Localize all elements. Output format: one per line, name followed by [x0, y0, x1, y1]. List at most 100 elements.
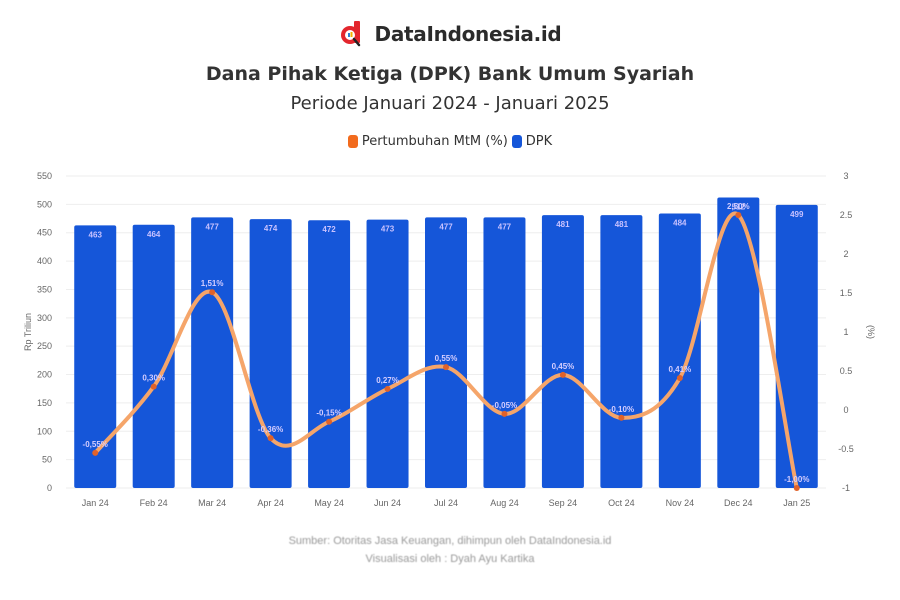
y2-tick-label: 2 [843, 249, 848, 259]
x-tick-label: Jan 25 [783, 498, 810, 508]
y2-tick-label: 1.5 [840, 288, 853, 298]
line-point[interactable] [384, 385, 391, 392]
legend-label-mtm: Pertumbuhan MtM (%) [361, 134, 508, 149]
point-value-label: 1,51% [201, 279, 224, 288]
bar-value-label: 477 [439, 222, 453, 231]
point-value-label: -1,00% [784, 475, 809, 484]
bar-value-label: 473 [381, 225, 395, 234]
point-value-label: 0,30% [142, 374, 165, 383]
line-point[interactable] [150, 383, 157, 390]
chart-subtitle: Periode Januari 2024 - Januari 2025 [290, 93, 610, 114]
y2-tick-label: -0.5 [838, 444, 854, 454]
point-value-label: 2,50% [727, 202, 750, 211]
datainindonesia-logo-icon [339, 20, 365, 48]
point-value-label: -0,05% [492, 401, 517, 410]
y-tick-label: 200 [37, 370, 52, 380]
point-value-label: -0,10% [609, 405, 634, 414]
point-value-label: 0,27% [376, 376, 399, 385]
point-value-label: 0,41% [669, 365, 692, 374]
line-point[interactable] [735, 212, 742, 218]
bar-value-label: 512 [732, 203, 746, 212]
legend-swatch-orange-icon [347, 135, 358, 148]
legend-item-dpk[interactable]: DPK [511, 134, 553, 149]
legend-swatch-blue-icon [511, 135, 522, 148]
x-tick-label: Oct 24 [608, 498, 635, 508]
y2-axis-title: (%) [866, 325, 876, 339]
y2-tick-label: 0.5 [840, 366, 853, 376]
bar-value-label: 481 [556, 220, 570, 229]
y2-tick-label: 2.5 [840, 210, 853, 220]
point-value-label: -0,15% [316, 409, 341, 418]
bar-dpk[interactable] [600, 215, 643, 488]
y2-tick-label: 0 [843, 405, 848, 415]
bar-value-label: 474 [264, 224, 278, 233]
bar-value-label: 464 [147, 230, 161, 239]
chart-title: Dana Pihak Ketiga (DPK) Bank Umum Syaria… [205, 63, 695, 85]
line-point[interactable] [793, 485, 800, 491]
y-tick-label: 250 [37, 341, 52, 351]
x-tick-label: Sep 24 [549, 498, 578, 508]
bar-dpk[interactable] [308, 220, 351, 489]
chart-footer: Sumber: Otoritas Jasa Keuangan, dihimpun… [0, 532, 900, 568]
x-tick-label: Mar 24 [198, 498, 226, 508]
bar-value-label: 499 [790, 210, 804, 219]
y-tick-label: 550 [37, 171, 52, 181]
line-point[interactable] [618, 414, 625, 421]
x-tick-label: Jan 24 [82, 498, 109, 508]
bar-dpk[interactable] [74, 225, 117, 488]
x-tick-label: May 24 [314, 498, 344, 508]
y-tick-label: 350 [37, 284, 52, 294]
line-point[interactable] [676, 375, 683, 382]
credit-note: Visualisasi oleh : Dyah Ayu Kartika [365, 553, 535, 565]
bar-dpk[interactable] [425, 217, 467, 489]
brand-header: DataIndonesia.id [0, 20, 900, 48]
bar-value-label: 484 [673, 218, 687, 227]
y2-tick-label: -1 [842, 483, 850, 493]
source-note: Sumber: Otoritas Jasa Keuangan, dihimpun… [288, 535, 612, 547]
bar-dpk[interactable] [717, 197, 760, 488]
bar-value-label: 477 [205, 222, 219, 231]
line-point[interactable] [92, 449, 99, 456]
y-tick-label: 0 [47, 483, 52, 493]
point-value-label: -0,55% [83, 440, 108, 449]
line-point[interactable] [559, 371, 566, 378]
legend-label-dpk: DPK [525, 134, 553, 149]
x-tick-label: Feb 24 [140, 498, 168, 508]
chart-legend: Pertumbuhan MtM (%) DPK [0, 134, 900, 149]
point-value-label: 0,45% [552, 362, 575, 371]
y-tick-label: 100 [37, 426, 52, 436]
y-tick-label: 450 [37, 228, 52, 238]
y-tick-label: 500 [37, 199, 52, 209]
bar-value-label: 477 [498, 222, 512, 231]
bar-dpk[interactable] [191, 217, 234, 489]
line-point[interactable] [267, 435, 274, 442]
bar-dpk[interactable] [658, 213, 701, 488]
legend-item-mtm[interactable]: Pertumbuhan MtM (%) [347, 134, 508, 149]
y-tick-label: 50 [42, 455, 52, 465]
bar-dpk[interactable] [366, 219, 409, 488]
bar-dpk[interactable] [775, 204, 818, 488]
x-tick-label: Jun 24 [374, 498, 401, 508]
line-point[interactable] [501, 410, 508, 417]
bar-dpk[interactable] [483, 217, 526, 489]
line-point[interactable] [326, 418, 333, 425]
line-point[interactable] [443, 364, 449, 371]
y-tick-label: 300 [37, 313, 52, 323]
x-tick-label: Dec 24 [724, 498, 753, 508]
y-tick-label: 400 [37, 256, 52, 266]
brand-name: DataIndonesia.id [374, 22, 562, 46]
line-point[interactable] [209, 289, 216, 296]
point-value-label: 0,55% [435, 354, 458, 363]
bar-dpk[interactable] [132, 224, 175, 488]
x-tick-label: Nov 24 [666, 498, 695, 508]
bar-dpk[interactable] [541, 215, 584, 488]
y-axis-title: Rp Triliun [23, 313, 33, 351]
x-tick-label: Jul 24 [434, 498, 458, 508]
point-value-label: -0,36% [258, 425, 283, 434]
bar-value-label: 463 [89, 230, 103, 239]
bar-value-label: 472 [322, 225, 336, 234]
y-tick-label: 150 [37, 398, 52, 408]
y2-tick-label: 3 [843, 171, 848, 181]
bar-value-label: 481 [615, 220, 629, 229]
